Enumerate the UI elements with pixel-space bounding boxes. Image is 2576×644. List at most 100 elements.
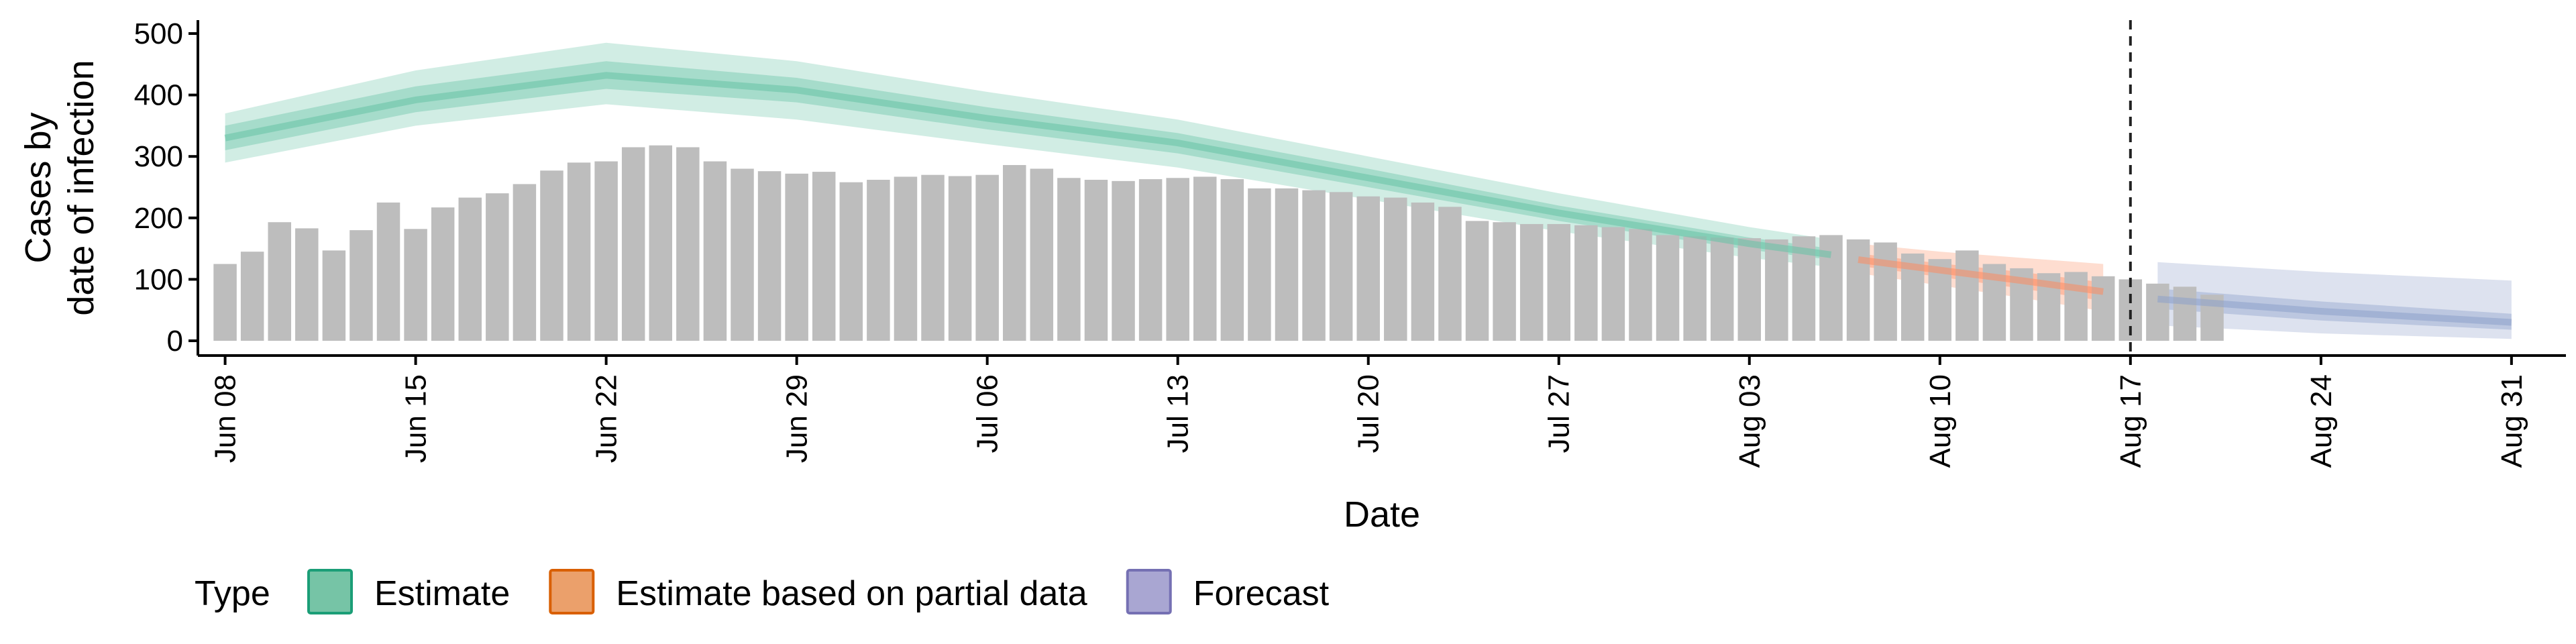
observed-bar: [213, 264, 237, 341]
observed-bar: [1384, 197, 1407, 341]
y-axis-ticks: 0 100 200 300 400 500: [134, 17, 198, 358]
observed-bar: [350, 230, 373, 341]
observed-bar: [1193, 176, 1217, 341]
y-tick-label: 0: [167, 325, 183, 358]
y-tick-label: 300: [134, 140, 183, 173]
median-line: [2157, 295, 2512, 326]
observed-bar: [703, 161, 727, 341]
observed-bar: [1765, 239, 1788, 341]
observed-bar: [2173, 286, 2197, 341]
observed-bar: [1220, 179, 1244, 341]
observed-bar: [1411, 202, 1435, 341]
observed-bar: [1737, 238, 1762, 341]
x-tick-label: Jun 22: [590, 374, 623, 463]
observed-bar: [458, 197, 482, 341]
observed-bar: [1683, 236, 1707, 341]
x-tick-label: Aug 03: [1733, 374, 1766, 468]
observed-bar: [2064, 272, 2088, 341]
observed-bar: [2146, 283, 2169, 341]
x-axis-ticks: Jun 08 Jun 15 Jun 22 Jun 29 Jul 06 Jul 13 Jul …: [209, 356, 2528, 468]
x-tick-label: Aug 10: [1924, 374, 1957, 468]
observed-bar: [839, 182, 863, 341]
axes: [197, 20, 2566, 357]
observed-bar: [567, 162, 591, 341]
legend: Type Estimate Estimate based on partial da…: [195, 569, 1330, 614]
y-axis-title: Cases bydate of infection: [18, 60, 101, 315]
y-tick-label: 500: [134, 17, 183, 50]
y-tick-label: 100: [134, 263, 183, 296]
y-tick-label: 200: [134, 202, 183, 235]
observed-bar: [1438, 207, 1462, 341]
observed-bar: [486, 193, 509, 341]
y-axis-title-line: Cases by: [18, 112, 58, 263]
legend-swatch: [307, 569, 353, 614]
observed-bar: [240, 252, 264, 341]
legend-swatch: [1126, 569, 1172, 614]
observed-bar: [731, 168, 754, 341]
x-tick-label: Jul 13: [1162, 374, 1195, 453]
observed-bar: [1846, 239, 1870, 341]
x-tick-label: Jul 20: [1352, 374, 1385, 453]
observed-bar: [1629, 229, 1652, 341]
observed-bar: [621, 147, 645, 341]
legend-label: Forecast: [1193, 574, 1330, 613]
observed-bar: [812, 172, 836, 341]
observed-bar: [376, 202, 400, 341]
legend-label: Estimate based on partial data: [616, 574, 1087, 613]
observed-bar: [1874, 242, 1897, 341]
observed-bar: [1601, 227, 1625, 341]
observed-bar: [1710, 237, 1734, 341]
x-tick-label: Jul 06: [971, 374, 1004, 453]
legend-title: Type: [195, 574, 270, 613]
observed-bar: [1574, 225, 1598, 341]
observed-bar: [1519, 223, 1544, 341]
observed-bar: [1302, 190, 1326, 341]
observed-bar: [894, 176, 918, 341]
observed-bar: [1275, 188, 1299, 341]
observed-bar: [268, 222, 291, 341]
observed-bar: [1329, 192, 1353, 341]
observed-bar: [1030, 168, 1054, 341]
x-tick-label: Jun 15: [400, 374, 433, 463]
x-tick-label: Jul 27: [1543, 374, 1576, 453]
observed-bar: [975, 174, 999, 341]
x-tick-label: Aug 31: [2496, 374, 2528, 468]
median-line: [1858, 256, 2104, 295]
observed-bar: [1112, 180, 1135, 341]
observed-bar: [404, 229, 427, 341]
observed-bar: [1057, 178, 1081, 341]
observed-bar: [1138, 179, 1163, 341]
median-line: [224, 72, 1832, 258]
observed-bar: [1084, 180, 1108, 341]
observed-bar: [1356, 196, 1380, 341]
legend-swatch: [549, 569, 595, 614]
observed-bar: [1955, 250, 1979, 341]
observed-bar: [948, 176, 972, 341]
x-tick-label: Jun 29: [781, 374, 814, 463]
y-axis-title-line: date of infection: [61, 60, 101, 315]
observed-bar: [1166, 178, 1189, 341]
median-lines: [224, 72, 2512, 326]
observed-bar: [295, 228, 319, 341]
observed-bar: [431, 207, 455, 341]
observed-bar: [757, 171, 782, 341]
observed-bar: [1248, 188, 1271, 341]
observed-bar: [676, 147, 700, 341]
observed-bar: [594, 161, 618, 341]
observed-bar: [1002, 165, 1026, 341]
x-axis-title: Date: [1344, 494, 1420, 535]
observed-bar: [1465, 221, 1489, 341]
observed-bars: [213, 145, 2224, 341]
observed-bar: [921, 174, 945, 341]
observed-bar: [785, 173, 808, 341]
observed-bar: [513, 184, 537, 341]
observed-bar: [867, 180, 890, 341]
observed-bar: [2091, 276, 2115, 341]
x-tick-label: Jun 08: [209, 374, 242, 463]
observed-bar: [1656, 235, 1680, 341]
ci90-band: [225, 42, 1831, 268]
legend-label: Estimate: [374, 574, 510, 613]
observed-bar: [649, 145, 673, 341]
y-tick-label: 400: [134, 79, 183, 112]
